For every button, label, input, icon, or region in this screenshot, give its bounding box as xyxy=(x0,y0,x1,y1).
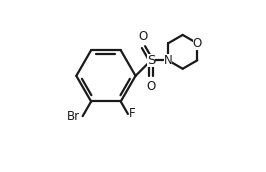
Text: Br: Br xyxy=(67,110,80,123)
Text: N: N xyxy=(164,54,172,67)
Text: F: F xyxy=(129,108,136,120)
Text: N: N xyxy=(164,54,172,67)
Text: O: O xyxy=(147,80,156,93)
Text: O: O xyxy=(193,37,202,50)
Text: S: S xyxy=(147,54,155,67)
Text: O: O xyxy=(139,30,148,43)
